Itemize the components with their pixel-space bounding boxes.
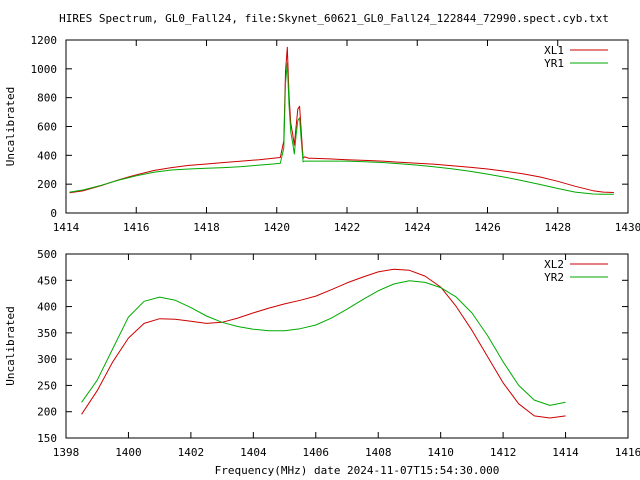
x-tick-label: 1424: [404, 221, 431, 234]
x-tick-label: 1416: [615, 446, 640, 459]
y-tick-label: 200: [37, 178, 57, 191]
y-tick-label: 250: [37, 379, 57, 392]
y-tick-label: 400: [37, 301, 57, 314]
x-tick-label: 1402: [178, 446, 205, 459]
x-tick-label: 1416: [123, 221, 150, 234]
bottom-spectrum-plot: 1398 1400 1402 1404 1406 1408 1410 1412 1414 1416…: [4, 248, 640, 477]
x-tick-label: 1398: [53, 446, 80, 459]
series-line-yr1: [69, 62, 614, 195]
series-line-xl1: [69, 46, 614, 194]
x-tick-label: 1412: [490, 446, 517, 459]
y-tick-label: 400: [37, 149, 57, 162]
y-tick-label: 500: [37, 248, 57, 261]
y-tick-label: 150: [37, 432, 57, 445]
x-tick-label: 1406: [303, 446, 330, 459]
legend-label-xl1: XL1: [544, 44, 564, 57]
y-tick-label: 350: [37, 327, 57, 340]
x-tick-label: 1400: [115, 446, 142, 459]
y-tick-label: 1200: [31, 34, 58, 47]
y-tick-label: 1000: [31, 63, 58, 76]
x-tick-label: 1404: [240, 446, 267, 459]
x-tick-label: 1414: [552, 446, 579, 459]
x-tick-label: 1408: [365, 446, 392, 459]
x-tick-label: 1410: [427, 446, 454, 459]
x-tick-label: 1428: [545, 221, 572, 234]
x-axis-label: Frequency(MHz) date 2024-11-07T15:54:30.…: [215, 464, 500, 477]
plot-frame: [65, 253, 629, 439]
y-tick-label: 450: [37, 274, 57, 287]
y-tick-label: 0: [50, 207, 57, 220]
x-tick-label: 1430: [615, 221, 640, 234]
top-spectrum-plot: 1414 1416 1418 1420 1422 1424 1426 1428 1430 0 200…: [4, 34, 640, 234]
legend-label-yr2: YR2: [544, 271, 564, 284]
x-tick-label: 1420: [264, 221, 291, 234]
y-axis-label: Uncalibrated: [4, 87, 17, 166]
x-tick-label: 1418: [193, 221, 220, 234]
series-line-yr2: [81, 280, 566, 406]
series-line-xl2: [81, 268, 566, 419]
y-tick-label: 800: [37, 92, 57, 105]
x-tick-label: 1414: [53, 221, 80, 234]
y-axis-label: Uncalibrated: [4, 306, 17, 385]
legend-label-xl2: XL2: [544, 258, 564, 271]
y-tick-label: 200: [37, 406, 57, 419]
x-tick-label: 1426: [474, 221, 501, 234]
y-tick-label: 600: [37, 121, 57, 134]
legend-label-yr1: YR1: [544, 57, 564, 70]
figure-title: HIRES Spectrum, GL0_Fall24, file:Skynet_…: [59, 12, 609, 25]
x-tick-label: 1422: [334, 221, 361, 234]
y-tick-label: 300: [37, 353, 57, 366]
